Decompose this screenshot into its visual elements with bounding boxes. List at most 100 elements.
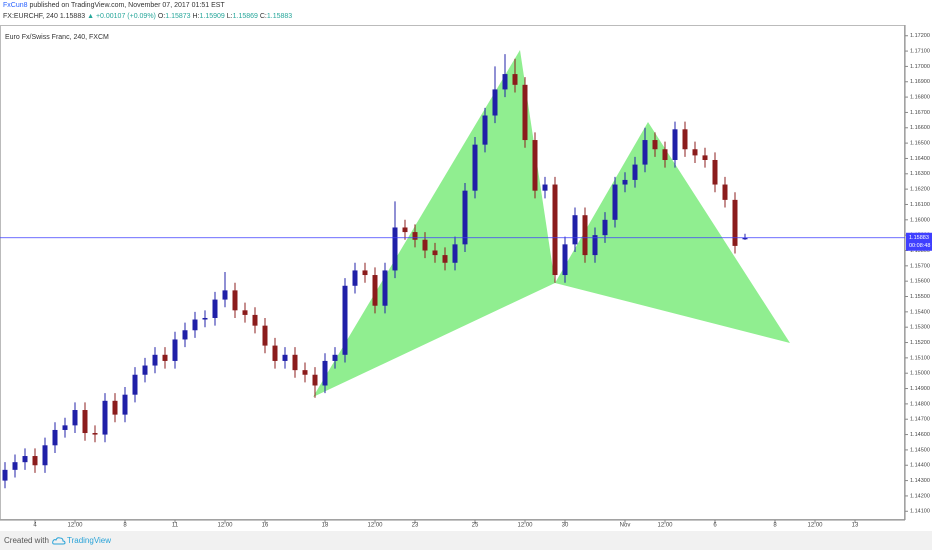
candle-body (232, 290, 238, 311)
y-tick-label: 1.15700 (910, 263, 930, 269)
x-tick-label: 12:00 (517, 523, 533, 529)
x-tick-label: 25 (472, 523, 479, 529)
candle-body (502, 74, 508, 90)
y-tick-label: 1.14200 (910, 493, 930, 499)
candle-body (722, 184, 728, 200)
last-price-label: 1.15883 (909, 235, 929, 241)
candle-body (292, 354, 298, 371)
candle-body (32, 456, 38, 466)
created-text: Created with (4, 536, 49, 545)
candle-body (342, 285, 348, 355)
y-tick-label: 1.16100 (910, 202, 930, 208)
ohlc-value: 1.15869 (232, 13, 258, 20)
y-tick-label: 1.14500 (910, 447, 930, 453)
y-tick-label: 1.17100 (910, 49, 930, 55)
x-tick-label: 23 (412, 523, 419, 529)
candle-body (62, 425, 68, 430)
candle-body (492, 89, 498, 116)
candle-body (472, 144, 478, 191)
ohlc-value: 1.15883 (266, 13, 293, 20)
candle-body (432, 250, 438, 256)
y-tick-label: 1.16000 (910, 217, 930, 223)
last-price-box (906, 232, 932, 251)
x-tick-label: 12:00 (217, 523, 233, 529)
candle-body (702, 155, 708, 160)
candle-body (692, 149, 698, 156)
y-tick-label: 1.16800 (910, 95, 930, 101)
y-tick-label: 1.14100 (910, 509, 930, 515)
y-tick-label: 1.15200 (910, 340, 930, 346)
candle-body (22, 456, 28, 463)
ohlc-value: 1.15873 (165, 13, 191, 20)
x-tick-label: 12:00 (67, 523, 83, 529)
candle-body (452, 244, 458, 263)
ohlc-value: 1.15909 (199, 13, 225, 20)
candle-body (152, 354, 158, 366)
publish-line: FxCun8 published on TradingView.com, Nov… (3, 0, 292, 11)
candle-body (192, 319, 198, 331)
candle-body (12, 462, 18, 470)
candle-body (462, 190, 468, 245)
candle-body (372, 275, 378, 306)
candle-body (262, 325, 268, 346)
y-tick-label: 1.14800 (910, 401, 930, 407)
x-tick-label: 16 (262, 523, 269, 529)
candle-body (422, 239, 428, 251)
chart-title: Euro Fx/Swiss Franc, 240, FXCM (5, 34, 109, 41)
chart: Euro Fx/Swiss Franc, 240, FXCM 1.14100 1.… (0, 25, 932, 529)
y-tick-label: 1.16900 (910, 79, 930, 85)
candle-body (82, 410, 88, 434)
y-tick-label: 1.14300 (910, 478, 930, 484)
candle-body (562, 244, 568, 276)
candle-body (482, 115, 488, 145)
candle-body (402, 227, 408, 233)
candle-body (682, 129, 688, 150)
candle-body (42, 445, 48, 466)
y-tick-label: 1.15500 (910, 294, 930, 300)
candle-body (632, 164, 638, 180)
y-tick-label: 1.16700 (910, 110, 930, 116)
candle-body (662, 149, 668, 160)
ohlc-label: L: (226, 13, 233, 20)
x-tick-label: 18 (322, 523, 329, 529)
author[interactable]: FxCun8 (3, 2, 28, 9)
candle-body (112, 400, 118, 415)
candle-body (142, 365, 148, 375)
candle-body (642, 140, 648, 165)
price: 1.15883 (59, 13, 86, 20)
y-tick-label: 1.14600 (910, 432, 930, 438)
published: published on TradingView.com, November 0… (29, 2, 225, 9)
y-tick-label: 1.14400 (910, 463, 930, 469)
candle-body (572, 215, 578, 245)
candle-body (552, 184, 558, 276)
countdown-label: 00:08:48 (909, 243, 930, 249)
candle-body (72, 410, 78, 426)
candle-body (392, 227, 398, 271)
candle-body (272, 345, 278, 361)
y-tick-label: 1.14900 (910, 386, 930, 392)
candle-body (132, 374, 138, 395)
footer: Created with TradingView (0, 531, 932, 550)
candle-body (302, 370, 308, 375)
candle-body (202, 317, 208, 320)
y-tick-label: 1.16500 (910, 141, 930, 147)
candle-body (332, 354, 338, 361)
symbol: FX:EURCHF, 240 (3, 13, 58, 20)
y-tick-label: 1.16300 (910, 171, 930, 177)
candle-body (582, 215, 588, 256)
candle-body (542, 184, 548, 191)
candle-body (512, 74, 518, 85)
brand[interactable]: TradingView (67, 536, 112, 545)
x-tick-label: 4 (33, 523, 37, 529)
y-tick-label: 1.17200 (910, 33, 930, 39)
pattern-triangle (555, 122, 790, 343)
x-tick-label: 8 (123, 523, 127, 529)
x-tick-label: 6 (713, 523, 717, 529)
y-tick-label: 1.15100 (910, 355, 930, 361)
candle-body (602, 219, 608, 236)
y-tick-label: 1.15300 (910, 325, 930, 331)
candle-body (742, 237, 748, 240)
x-tick-label: Nov (620, 523, 631, 529)
x-tick-label: 12:00 (657, 523, 673, 529)
candle-body (312, 374, 318, 386)
